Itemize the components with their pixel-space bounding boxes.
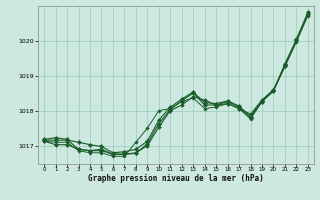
X-axis label: Graphe pression niveau de la mer (hPa): Graphe pression niveau de la mer (hPa) (88, 174, 264, 183)
